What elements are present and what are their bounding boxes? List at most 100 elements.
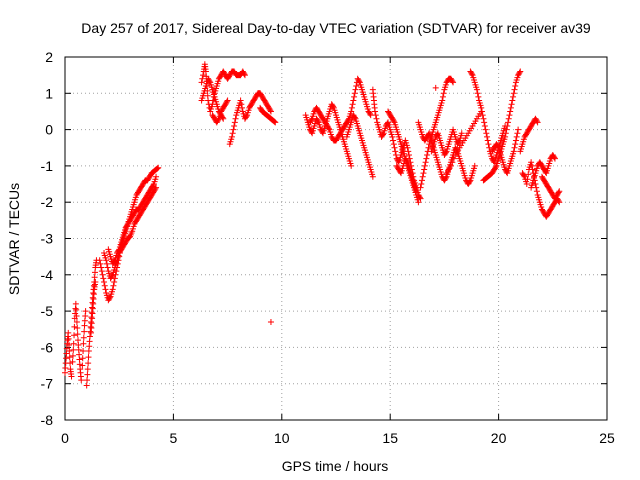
- data-point: [473, 86, 480, 93]
- data-point: [104, 264, 111, 271]
- data-point: [78, 377, 85, 384]
- data-point: [199, 75, 206, 82]
- data-point: [481, 119, 488, 126]
- data-point: [403, 158, 410, 165]
- y-tick-label: -7: [41, 376, 54, 392]
- data-point: [237, 97, 244, 104]
- data-point: [413, 188, 420, 195]
- data-point: [198, 79, 205, 86]
- y-tick-label: -1: [41, 158, 54, 174]
- data-point: [241, 72, 248, 79]
- data-point: [508, 101, 515, 108]
- data-point: [231, 119, 238, 126]
- data-point: [80, 340, 87, 347]
- data-point: [351, 93, 358, 100]
- data-point: [83, 382, 90, 389]
- data-point: [502, 130, 509, 137]
- data-point: [507, 108, 514, 115]
- data-point: [474, 90, 481, 97]
- data-point: [439, 93, 446, 100]
- data-point: [551, 155, 558, 162]
- data-point: [528, 159, 535, 166]
- data-point: [551, 154, 558, 161]
- data-point: [73, 306, 80, 313]
- data-point: [367, 112, 374, 119]
- data-point: [555, 189, 562, 196]
- data-point: [390, 137, 397, 144]
- data-point: [231, 122, 238, 129]
- data-point: [529, 166, 536, 173]
- axis-ticks: 0 5 10 15 20 25 -8 -7 -6 -5 -4 -3 -2 -1 0 1 2: [41, 49, 615, 446]
- y-tick-label: -5: [41, 303, 54, 319]
- data-point: [389, 133, 396, 140]
- data-point: [422, 159, 429, 166]
- data-point: [418, 177, 425, 184]
- data-point: [71, 332, 78, 339]
- data-point: [98, 268, 105, 275]
- data-point: [466, 178, 473, 185]
- data-point: [223, 98, 230, 105]
- data-point: [373, 115, 380, 122]
- data-point: [314, 118, 321, 125]
- data-point: [103, 260, 110, 267]
- data-point: [205, 97, 212, 104]
- data-point: [511, 144, 518, 151]
- data-point: [392, 148, 399, 155]
- data-point: [455, 138, 462, 145]
- data-point: [384, 120, 391, 127]
- data-point: [442, 175, 449, 181]
- data-point: [458, 130, 465, 137]
- data-point: [352, 86, 359, 93]
- data-point: [110, 282, 117, 289]
- data-point: [534, 119, 541, 126]
- data-point: [98, 264, 105, 271]
- data-point: [480, 115, 487, 122]
- data-point: [478, 104, 485, 111]
- data-point: [478, 108, 485, 115]
- data-point: [555, 197, 562, 204]
- data-point: [65, 335, 72, 342]
- data-point: [243, 113, 250, 120]
- data-point: [516, 69, 523, 76]
- data-point: [125, 234, 132, 241]
- data-point: [351, 90, 358, 97]
- data-point: [390, 141, 397, 148]
- data-point: [241, 70, 248, 77]
- data-point: [74, 325, 81, 332]
- data-point: [483, 130, 490, 137]
- data-point: [99, 271, 106, 278]
- data-point: [224, 97, 231, 104]
- data-point: [369, 173, 376, 180]
- y-tick-label: 2: [45, 49, 53, 65]
- data-point: [512, 137, 519, 144]
- x-tick-label: 10: [274, 430, 290, 446]
- data-point: [484, 133, 491, 140]
- y-axis-label: SDTVAR / TECUs: [6, 183, 22, 295]
- data-point: [514, 130, 521, 137]
- data-point: [366, 110, 373, 117]
- data-point: [419, 173, 426, 180]
- y-tick-label: -4: [41, 267, 54, 283]
- data-point: [66, 354, 73, 361]
- x-tick-label: 15: [382, 430, 398, 446]
- data-point: [348, 162, 355, 169]
- data-point: [417, 184, 424, 191]
- data-point: [150, 182, 157, 189]
- data-point: [432, 84, 439, 91]
- data-point: [115, 247, 122, 254]
- data-point: [85, 360, 92, 367]
- data-point: [379, 131, 386, 138]
- data-point: [449, 78, 456, 85]
- data-point: [97, 260, 104, 267]
- data-point: [308, 129, 315, 136]
- data-point: [84, 366, 91, 373]
- data-point: [532, 181, 539, 188]
- data-point: [84, 377, 91, 384]
- data-point: [154, 165, 161, 172]
- data-point: [81, 328, 88, 335]
- y-tick-label: -2: [41, 194, 54, 210]
- data-point: [504, 122, 511, 129]
- data-point: [72, 300, 79, 307]
- data-point: [523, 181, 530, 188]
